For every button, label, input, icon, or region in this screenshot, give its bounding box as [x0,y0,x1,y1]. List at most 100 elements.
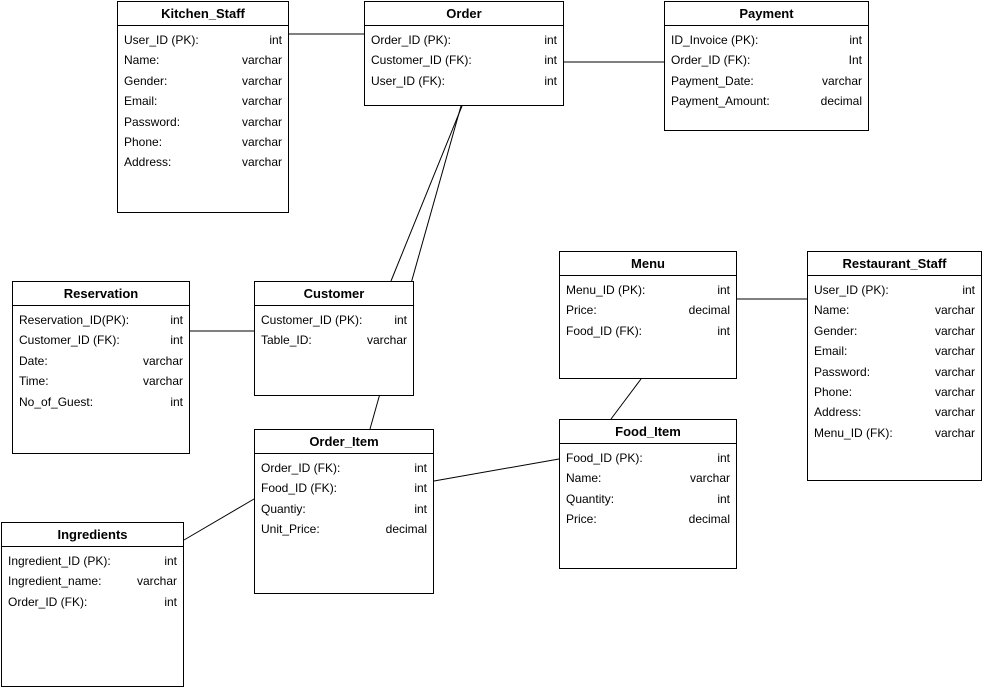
attr-row: Email: varchar [124,91,282,111]
attr-type: varchar [236,112,282,132]
attr-name: Ingredient_name: [8,571,107,591]
attr-type: int [408,499,427,519]
attr-name: Menu_ID (FK): [814,423,899,443]
attr-name: Payment_Amount: [671,91,776,111]
attr-name: Phone: [814,382,858,402]
attr-row: Gender: varchar [124,71,282,91]
attr-row: Quantity:int [566,489,730,509]
attr-row: Order_ID (PK): int [371,30,557,50]
attr-type: decimal [683,509,730,529]
attr-type: varchar [361,330,407,350]
attr-name: Quantiy: [261,499,312,519]
attr-row: Name:varchar [124,50,282,70]
attr-row: Unit_Price:decimal [261,519,427,539]
attr-type: varchar [929,382,975,402]
attr-name: Time: [19,371,55,391]
attr-row: Name:varchar [814,300,975,320]
attr-row: User_ID (PK):int [124,30,282,50]
entity-body: ID_Invoice (PK): int Order_ID (FK): Int Paym… [665,26,868,116]
attr-type: int [164,392,183,412]
attr-name: Address: [814,402,867,422]
attr-type: varchar [236,71,282,91]
attr-row: Order_ID (FK): Int [671,50,862,70]
attr-name: No_of_Guest: [19,392,99,412]
attr-name: Order_ID (PK): [371,30,457,50]
attr-type: int [388,310,407,330]
attr-type: int [711,448,730,468]
attr-type: int [158,592,177,612]
entity-title: Kitchen_Staff [118,2,288,26]
attr-type: varchar [236,91,282,111]
attr-type: int [408,458,427,478]
attr-row: User_ID (FK):int [371,71,557,91]
attr-row: No_of_Guest: int [19,392,183,412]
entity-ingredients: IngredientsIngredient_ID (PK):intIngredi… [1,522,184,687]
attr-name: Phone: [124,132,168,152]
entity-order_item: Order_ItemOrder_ID (FK):intFood_ID (FK):… [254,429,434,594]
entity-order: Order Order_ID (PK): intCustomer_ID (FK):i… [364,1,564,106]
attr-type: varchar [131,571,177,591]
attr-type: int [711,489,730,509]
entity-title: Payment [665,2,868,26]
attr-type: varchar [929,402,975,422]
entity-title: Customer [255,282,413,306]
attr-row: Price: decimal [566,509,730,529]
attr-row: Password:varchar [124,112,282,132]
entity-title: Order [365,2,563,26]
attr-row: Customer_ID (FK):int [371,50,557,70]
attr-row: Customer_ID (PK): int [261,310,407,330]
entity-menu: MenuMenu_ID (PK):intPrice:decimalFood_ID… [559,251,737,379]
attr-row: Gender:varchar [814,321,975,341]
attr-type: Int [843,50,862,70]
attr-type: varchar [236,132,282,152]
attr-name: Food_ID (FK): [566,321,648,341]
entity-body: Food_ID (PK): intName:varcharQuantity:int… [560,444,736,534]
entity-body: User_ID (PK): intName:varcharGender:varch… [808,276,981,447]
entity-customer: Customer Customer_ID (PK): int Table_ID: var… [254,281,414,396]
attr-row: Phone: varchar [814,382,975,402]
attr-name: Email: [124,91,163,111]
attr-type: varchar [137,371,183,391]
attr-row: Customer_ID (FK):int [19,330,183,350]
attr-name: Order_ID (FK): [261,458,346,478]
attr-name: Price: [566,509,603,529]
attr-name: Table_ID: [261,330,318,350]
attr-name: Date: [19,351,54,371]
attr-row: Order_ID (FK): int [261,458,427,478]
attr-row: Food_ID (PK): int [566,448,730,468]
attr-row: Price:decimal [566,300,730,320]
attr-name: Food_ID (PK): [566,448,649,468]
attr-type: int [538,30,557,50]
attr-type: int [711,280,730,300]
entity-kitchen_staff: Kitchen_StaffUser_ID (PK):intName:varcha… [117,1,289,213]
attr-name: Unit_Price: [261,519,326,539]
attr-row: Ingredient_name: varchar [8,571,177,591]
er-edge [611,379,641,419]
attr-type: int [158,551,177,571]
attr-row: Name:varchar [566,468,730,488]
attr-name: Gender: [124,71,173,91]
attr-type: int [843,30,862,50]
attr-type: decimal [815,91,862,111]
attr-row: Password:varchar [814,362,975,382]
attr-name: Name: [566,468,607,488]
entity-body: Reservation_ID(PK):intCustomer_ID (FK):i… [13,306,189,416]
entity-body: Order_ID (PK): intCustomer_ID (FK):intUse… [365,26,563,95]
attr-name: User_ID (PK): [814,280,895,300]
entity-title: Restaurant_Staff [808,252,981,276]
attr-row: Ingredient_ID (PK):int [8,551,177,571]
attr-type: decimal [683,300,730,320]
attr-name: ID_Invoice (PK): [671,30,764,50]
er-edge [184,499,254,540]
entity-title: Reservation [13,282,189,306]
attr-type: int [711,321,730,341]
attr-name: Order_ID (FK): [671,50,756,70]
attr-row: Time: varchar [19,371,183,391]
entity-body: User_ID (PK):intName:varcharGender: varch… [118,26,288,177]
attr-row: Food_ID (FK):int [261,478,427,498]
entity-restaurant_staff: Restaurant_Staff User_ID (PK): intName:var… [807,251,982,481]
attr-name: Password: [814,362,876,382]
attr-name: Customer_ID (PK): [261,310,368,330]
attr-type: varchar [236,152,282,172]
attr-type: int [956,280,975,300]
